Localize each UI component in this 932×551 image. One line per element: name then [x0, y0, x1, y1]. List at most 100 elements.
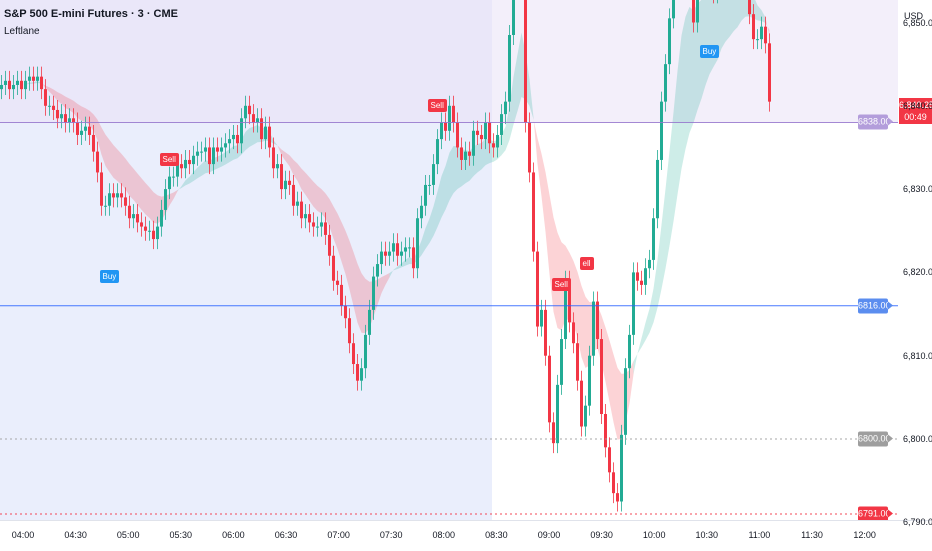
- candle-body: [20, 81, 23, 89]
- price-level-tag[interactable]: 6838.00: [858, 115, 888, 130]
- ma-ribbon-segment: [554, 217, 558, 328]
- candle-body: [532, 172, 535, 251]
- candle-body: [468, 152, 471, 156]
- ma-ribbon-segment: [358, 264, 362, 333]
- ma-ribbon-segment: [138, 173, 142, 209]
- ma-ribbon-segment: [582, 286, 586, 368]
- price-level-tag[interactable]: 6816.00: [858, 298, 888, 313]
- candle-body: [204, 147, 207, 151]
- candle-body: [244, 106, 247, 118]
- candle-body: [288, 181, 291, 185]
- candle-body: [536, 252, 539, 327]
- ma-ribbon-segment: [618, 368, 622, 440]
- candle-body: [584, 406, 587, 427]
- candle-body: [8, 81, 11, 89]
- ma-ribbon-segment: [706, 0, 710, 85]
- ma-ribbon-segment: [218, 155, 222, 169]
- candle-body: [248, 106, 251, 114]
- price-chart[interactable]: [0, 0, 898, 520]
- candle-body: [612, 472, 615, 493]
- sell-signal-label[interactable]: ell: [580, 257, 594, 270]
- candle-body: [552, 422, 555, 443]
- candle-body: [440, 122, 443, 139]
- candle-body: [208, 147, 211, 164]
- chart-area[interactable]: S&P 500 E-mini Futures · 3 · CME Leftlan…: [0, 0, 898, 520]
- ma-ribbon-segment: [130, 164, 134, 200]
- ma-ribbon-segment: [606, 327, 610, 402]
- indicator-label[interactable]: Leftlane: [4, 26, 178, 37]
- candle-body: [672, 0, 675, 18]
- candle-body: [104, 206, 107, 207]
- candle-body: [352, 343, 355, 364]
- candle-body: [128, 206, 131, 218]
- candle-body: [172, 177, 175, 178]
- candle-body: [760, 27, 763, 39]
- time-tick-label: 04:00: [12, 530, 35, 540]
- ma-ribbon-segment: [690, 7, 694, 133]
- candle-body: [292, 185, 295, 206]
- candle-body: [304, 214, 307, 218]
- candle-body: [264, 127, 267, 139]
- candle-body: [132, 214, 135, 218]
- candle-body: [108, 193, 111, 205]
- sell-signal-label[interactable]: Sell: [160, 153, 179, 166]
- candle-body: [488, 122, 491, 143]
- candle-body: [544, 310, 547, 356]
- ma-ribbon-segment: [322, 189, 326, 218]
- price-tick-label: 6,820.00: [903, 267, 932, 277]
- buy-signal-label[interactable]: Buy: [100, 270, 120, 283]
- candle-body: [364, 335, 367, 368]
- candle-body: [380, 252, 383, 264]
- candle-body: [72, 118, 75, 122]
- price-tick-label: 6,830.00: [903, 184, 932, 194]
- buy-signal-label[interactable]: Buy: [700, 45, 720, 58]
- candle-body: [604, 414, 607, 447]
- ma-ribbon-segment: [146, 183, 150, 218]
- candle-body: [388, 252, 391, 256]
- sell-signal-label[interactable]: Sell: [428, 99, 447, 112]
- candle-body: [480, 135, 483, 139]
- price-level-tag[interactable]: 6800.00: [858, 432, 888, 447]
- candle-body: [588, 356, 591, 406]
- bar-countdown: 00:49: [899, 111, 932, 123]
- candle-body: [768, 43, 771, 101]
- candle-body: [444, 122, 447, 130]
- candle-body: [24, 81, 27, 89]
- ma-ribbon-segment: [666, 151, 670, 268]
- ma-ribbon-segment: [542, 154, 546, 232]
- ma-ribbon-segment: [546, 172, 550, 274]
- candle-body: [508, 35, 511, 102]
- candle-body: [124, 197, 127, 205]
- ma-ribbon-segment: [234, 145, 238, 159]
- ma-ribbon-segment: [78, 104, 82, 121]
- candle-body: [636, 272, 639, 280]
- symbol-title[interactable]: S&P 500 E-mini Futures · 3 · CME: [4, 8, 178, 20]
- candle-body: [88, 127, 91, 135]
- time-tick-label: 12:00: [853, 530, 876, 540]
- candle-body: [648, 260, 651, 268]
- candle-body: [100, 172, 103, 205]
- candle-body: [748, 0, 751, 14]
- candle-body: [340, 285, 343, 306]
- ma-ribbon-segment: [534, 117, 538, 163]
- ma-ribbon-segment: [642, 323, 646, 348]
- candle-body: [168, 177, 171, 189]
- price-level-tag[interactable]: 6791.00: [858, 506, 888, 520]
- time-tick-label: 11:30: [801, 530, 823, 540]
- ma-ribbon-segment: [82, 106, 86, 122]
- ma-ribbon-segment: [686, 7, 690, 149]
- price-tick-label: 6,810.00: [903, 351, 932, 361]
- candle-body: [136, 214, 139, 222]
- candle-body: [324, 222, 327, 234]
- sell-signal-label[interactable]: Sell: [552, 278, 571, 291]
- candle-body: [320, 222, 323, 226]
- candle-body: [540, 310, 543, 327]
- time-axis[interactable]: [0, 520, 932, 551]
- candle-body: [112, 193, 115, 197]
- candle-body: [644, 268, 647, 285]
- candle-body: [592, 302, 595, 356]
- ma-ribbon-segment: [734, 0, 738, 31]
- candle-body: [656, 160, 659, 218]
- candle-body: [140, 222, 143, 226]
- candle-body: [376, 264, 379, 276]
